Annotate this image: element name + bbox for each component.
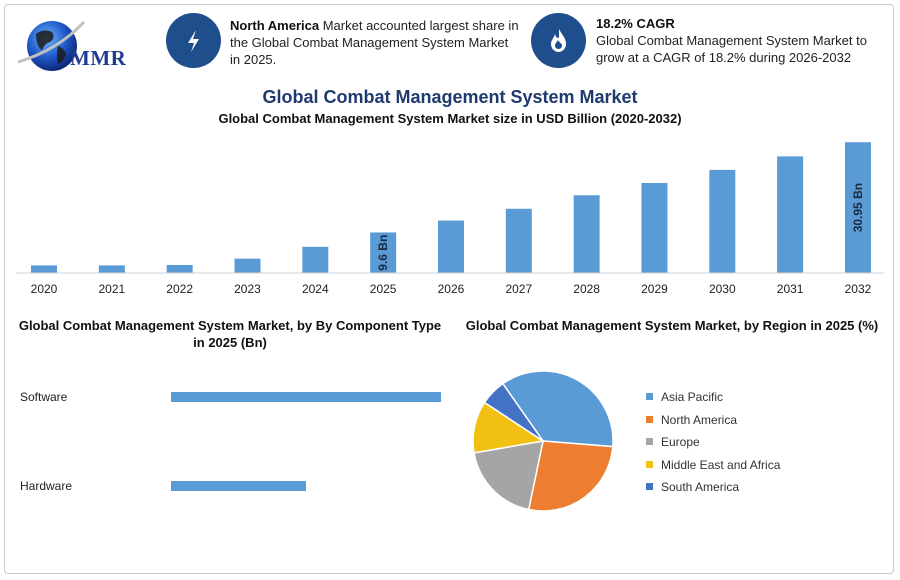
year-tick-2024: 2024 bbox=[301, 282, 329, 296]
hbar-software bbox=[171, 392, 441, 402]
legend-label: Middle East and Africa bbox=[661, 457, 781, 472]
year-tick-2030: 2030 bbox=[708, 282, 736, 296]
infographic-frame bbox=[4, 4, 894, 574]
info-body-2: Global Combat Management System Market t… bbox=[596, 33, 867, 65]
legend-item-middle-east-and-africa: Middle East and Africa bbox=[646, 458, 780, 472]
hbar-hardware bbox=[171, 481, 306, 491]
region-chart-title: Global Combat Management System Market, … bbox=[465, 318, 879, 333]
chart-subtitle: Global Combat Management System Market s… bbox=[218, 111, 682, 126]
chart-main-title: Global Combat Management System Market bbox=[262, 87, 638, 107]
logo-text: MMR bbox=[70, 46, 127, 70]
year-tick-2032: 2032 bbox=[844, 282, 872, 296]
year-tick-2027: 2027 bbox=[505, 282, 533, 296]
flame-icon bbox=[551, 29, 566, 52]
bar-2023 bbox=[234, 258, 261, 273]
legend-item-south-america: South America bbox=[646, 480, 739, 494]
bar-2027 bbox=[505, 208, 532, 273]
mmr-logo bbox=[14, 16, 144, 78]
legend-item-asia-pacific: Asia Pacific bbox=[646, 390, 723, 404]
legend-label: Asia Pacific bbox=[661, 390, 724, 404]
category-label-software: Software bbox=[20, 390, 68, 404]
year-tick-2025: 2025 bbox=[369, 282, 397, 296]
market-size-bar-chart: 9.6 Bn 30.95 Bn bbox=[16, 142, 884, 274]
legend-swatch bbox=[646, 393, 653, 401]
pie-slice-south-america bbox=[483, 382, 544, 442]
bar-2030 bbox=[709, 169, 736, 273]
legend-swatch bbox=[646, 415, 653, 423]
component-bar-chart bbox=[171, 392, 441, 491]
legend-item-north-america: North America bbox=[646, 413, 737, 427]
bar-2021 bbox=[98, 265, 125, 273]
year-tick-2022: 2022 bbox=[166, 282, 193, 296]
year-tick-2028: 2028 bbox=[573, 282, 600, 296]
data-label-2032: 30.95 Bn bbox=[851, 183, 865, 232]
info-text-1: North America Market accounted largest s… bbox=[230, 17, 520, 68]
info-text-2: 18.2% CAGR Global Combat Management Syst… bbox=[596, 15, 888, 66]
bar-2024 bbox=[302, 246, 329, 273]
year-tick-2020: 2020 bbox=[30, 282, 58, 296]
info-bold-1: North America bbox=[230, 18, 320, 33]
category-label-hardware: Hardware bbox=[20, 479, 73, 493]
component-chart-title: Global Combat Management System Market, … bbox=[18, 318, 442, 350]
bar-2025 bbox=[370, 232, 397, 273]
info-bold-2: 18.2% CAGR bbox=[596, 16, 675, 31]
lightning-icon bbox=[188, 30, 199, 52]
legend-swatch bbox=[646, 438, 653, 446]
pie-slice-north-america bbox=[527, 440, 614, 512]
bar-2031 bbox=[777, 156, 804, 273]
data-label-2025: 9.6 Bn bbox=[376, 235, 390, 271]
legend-label: South America bbox=[661, 480, 740, 494]
bar-2029 bbox=[641, 182, 668, 273]
year-tick-2021: 2021 bbox=[98, 282, 126, 296]
bar-2022 bbox=[166, 264, 193, 273]
legend-swatch bbox=[646, 483, 653, 491]
bar-2026 bbox=[437, 220, 464, 273]
pie-slice-europe bbox=[473, 440, 544, 511]
globe-icon bbox=[17, 20, 86, 71]
bar-2020 bbox=[31, 265, 57, 273]
info-body-1: Market accounted largest share in the Gl… bbox=[230, 18, 519, 67]
year-tick-2026: 2026 bbox=[437, 282, 465, 296]
bar-2028 bbox=[573, 195, 600, 273]
year-tick-2023: 2023 bbox=[234, 282, 261, 296]
info-badge-1 bbox=[166, 13, 221, 68]
bar-2032 bbox=[844, 142, 871, 273]
legend-item-europe: Europe bbox=[646, 435, 700, 449]
legend-swatch bbox=[646, 460, 653, 468]
year-tick-2031: 2031 bbox=[776, 282, 804, 296]
region-pie-chart bbox=[472, 370, 614, 512]
info-badge-2 bbox=[531, 13, 586, 68]
year-tick-2029: 2029 bbox=[641, 282, 668, 296]
pie-slice-asia-pacific bbox=[501, 370, 614, 448]
legend-label: North America bbox=[661, 412, 738, 427]
legend-label: Europe bbox=[661, 435, 700, 449]
